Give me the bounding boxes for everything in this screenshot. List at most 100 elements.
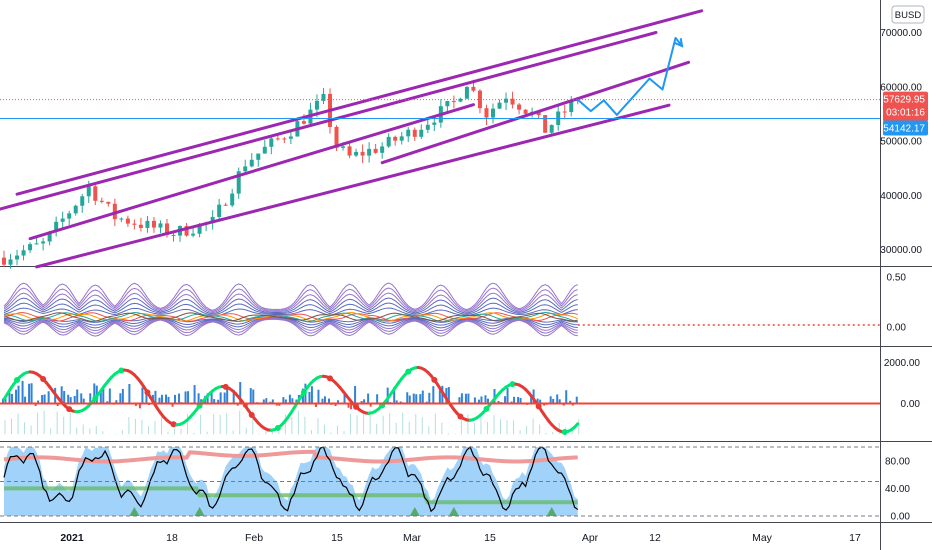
- histogram-bar: [288, 394, 291, 404]
- signal-dot: [483, 405, 490, 412]
- histogram-bar: [93, 383, 96, 404]
- current-price-value: 57629.95: [883, 95, 925, 106]
- candle-body: [243, 166, 248, 172]
- histogram-bar: [337, 400, 340, 404]
- histogram-bar: [428, 392, 431, 404]
- signal-dot: [431, 376, 438, 383]
- histogram-bar: [236, 403, 239, 406]
- signal-dot: [535, 403, 542, 410]
- histogram-bar: [393, 387, 396, 404]
- candle-body: [288, 136, 293, 139]
- histogram-bar: [232, 389, 235, 404]
- candle-body: [464, 86, 469, 99]
- histogram-bar: [271, 399, 274, 404]
- histogram-bar: [102, 385, 105, 404]
- histogram-bar: [67, 394, 70, 404]
- histogram-bar: [76, 389, 79, 404]
- current-price-tag: [883, 91, 928, 122]
- histogram-bar: [252, 389, 255, 404]
- price-axis: 70000.00 60000.00 50000.00 40000.00 30000.00…: [880, 5, 928, 256]
- signal-dot: [222, 383, 229, 390]
- histogram-bar: [513, 396, 516, 404]
- signal-dot: [66, 406, 73, 413]
- price-tick-label: 60000.00: [880, 82, 922, 93]
- histogram-bar: [193, 385, 196, 404]
- candle-body: [41, 241, 46, 244]
- candle-body: [2, 257, 6, 265]
- candle-body: [217, 204, 222, 217]
- histogram-bar: [63, 391, 66, 404]
- histogram-bar: [158, 397, 161, 404]
- histogram-bar: [406, 392, 409, 404]
- histogram-bar: [484, 395, 487, 404]
- candle-body: [432, 122, 437, 125]
- time-axis: 2021 18 Feb 15 Mar 15 Apr 12 May 17: [60, 532, 861, 544]
- band-line: [3, 318, 578, 334]
- band-line: [3, 282, 578, 311]
- candle-body: [282, 138, 287, 140]
- time-tick-label: Feb: [245, 532, 263, 544]
- histogram-bar: [89, 393, 92, 404]
- histogram-bar: [34, 403, 37, 407]
- candle-body: [99, 200, 104, 202]
- histogram-bar: [530, 394, 533, 404]
- candle-body: [412, 129, 417, 137]
- histogram-bar: [219, 392, 222, 404]
- histogram-bar: [517, 396, 520, 404]
- histogram-bar: [47, 391, 50, 404]
- histogram-bar: [497, 400, 500, 404]
- histogram-bar: [4, 398, 7, 404]
- histogram-bar: [432, 386, 435, 404]
- histogram-bar: [552, 398, 555, 404]
- channel-line: [0, 31, 658, 211]
- candle-body: [125, 218, 130, 224]
- candle-body: [562, 111, 567, 113]
- band-line: [3, 318, 578, 337]
- oscillator-3-tick: 40.00: [885, 484, 910, 495]
- histogram-bar: [60, 386, 63, 404]
- candle-body: [262, 146, 267, 154]
- band-line: [3, 297, 578, 315]
- histogram-bar: [15, 389, 18, 404]
- histogram-bar: [347, 403, 350, 408]
- signal-triangle: [129, 507, 140, 516]
- signal-dot: [300, 389, 307, 396]
- candle-body: [301, 121, 306, 124]
- histogram-bar: [447, 387, 450, 404]
- candle-body: [354, 151, 359, 156]
- histogram-bar: [363, 399, 366, 404]
- histogram-bar: [82, 398, 85, 404]
- candle-body: [54, 221, 59, 232]
- histogram-bar: [226, 388, 229, 404]
- candle-body: [367, 148, 372, 156]
- histogram-bar: [506, 388, 509, 404]
- histogram-bar: [278, 403, 281, 406]
- histogram-bar: [174, 394, 177, 404]
- histogram-bar: [41, 394, 44, 404]
- histogram-bar: [493, 389, 496, 404]
- candle-body: [210, 216, 215, 223]
- histogram-bar: [360, 401, 363, 404]
- histogram-bar: [369, 403, 372, 407]
- histogram-bar: [21, 380, 24, 404]
- histogram-bar: [558, 399, 561, 404]
- lower-band-line: [4, 486, 578, 505]
- candle-body: [223, 204, 228, 206]
- candle-body: [275, 138, 280, 140]
- histogram-bar: [24, 396, 27, 404]
- time-tick-label: 17: [849, 532, 861, 544]
- candle-body: [504, 98, 509, 103]
- histogram-bar: [167, 396, 170, 404]
- oscillator-2-tick: 0.00: [901, 399, 921, 410]
- candle-body: [341, 146, 346, 148]
- candle-body: [419, 129, 424, 137]
- time-tick-label: Mar: [403, 532, 422, 544]
- histogram-bar: [376, 394, 379, 404]
- histogram-bar: [145, 392, 148, 404]
- signal-dot: [561, 429, 568, 436]
- candle-body: [386, 136, 391, 147]
- histogram-bar: [467, 393, 470, 404]
- histogram-bar: [562, 403, 565, 406]
